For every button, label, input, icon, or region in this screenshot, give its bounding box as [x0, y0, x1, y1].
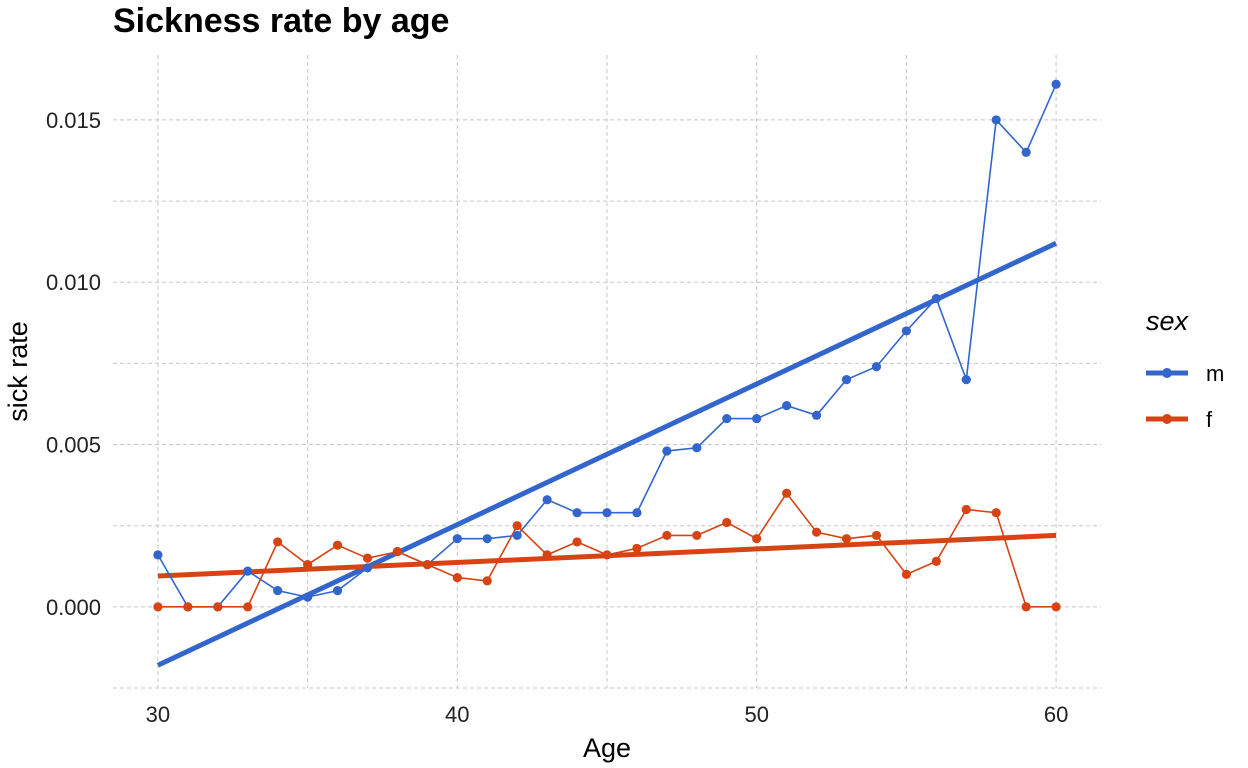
data-point-f — [213, 602, 223, 612]
data-point-m — [512, 530, 522, 541]
y-tick-label: 0.015 — [46, 108, 101, 133]
data-point-f — [422, 560, 432, 570]
data-point-m — [692, 443, 702, 453]
grid — [113, 55, 1101, 689]
data-point-f — [273, 537, 283, 547]
data-point-m — [452, 534, 462, 544]
data-point-m — [901, 326, 911, 336]
data-point-m — [572, 508, 582, 518]
data-point-f — [243, 602, 253, 612]
data-point-f — [512, 521, 522, 531]
data-point-f — [452, 573, 462, 583]
data-point-f — [183, 602, 193, 612]
data-point-f — [632, 543, 642, 554]
legend: sex mf — [1146, 306, 1224, 432]
data-point-f — [602, 550, 612, 560]
x-tick-label: 60 — [1044, 702, 1068, 727]
chart-title: Sickness rate by age — [113, 2, 449, 40]
data-point-f — [662, 530, 672, 541]
data-point-m — [841, 375, 852, 385]
data-point-f — [931, 556, 941, 567]
data-point-f — [752, 534, 762, 544]
data-point-m — [362, 563, 373, 573]
data-point-m — [542, 495, 552, 505]
data-point-m — [303, 592, 313, 602]
legend-key-point-m — [1162, 368, 1172, 378]
data-point-f — [153, 602, 163, 612]
data-point-f — [482, 576, 492, 586]
data-point-f — [1021, 602, 1031, 612]
y-tick-label: 0.005 — [46, 433, 101, 458]
data-point-m — [782, 400, 792, 411]
y-tick-label: 0.000 — [46, 595, 101, 620]
legend-items: mf — [1146, 361, 1224, 432]
data-point-f — [572, 537, 582, 547]
axes: 30 40 50 60 0.000 0.005 0.010 0.015 — [46, 108, 1068, 727]
data-point-m — [752, 413, 762, 424]
data-point-m — [1021, 147, 1031, 157]
data-point-m — [243, 566, 253, 576]
data-point-f — [332, 540, 343, 550]
data-point-f — [991, 508, 1001, 518]
data-point-f — [841, 534, 852, 544]
data-point-f — [782, 488, 792, 498]
x-tick-label: 40 — [445, 702, 469, 727]
data-point-m — [482, 534, 492, 544]
data-point-m — [662, 446, 672, 456]
data-point-m — [811, 410, 822, 420]
data-point-m — [332, 586, 343, 596]
data-point-f — [303, 560, 313, 570]
series-points — [153, 79, 1061, 612]
legend-key-point-f — [1162, 414, 1172, 424]
legend-label-f: f — [1206, 407, 1213, 432]
data-point-m — [632, 508, 642, 518]
data-point-f — [542, 550, 552, 560]
x-axis-title: Age — [583, 733, 631, 763]
data-point-f — [362, 553, 373, 563]
data-point-f — [811, 527, 822, 537]
x-tick-label: 50 — [744, 702, 768, 727]
data-point-f — [722, 517, 732, 528]
x-tick-label: 30 — [146, 702, 170, 727]
data-point-m — [153, 550, 163, 560]
data-point-f — [1051, 602, 1061, 612]
y-axis-title: sick rate — [3, 321, 33, 422]
data-point-m — [602, 508, 612, 518]
data-point-f — [901, 569, 911, 579]
data-point-f — [961, 504, 971, 515]
data-point-f — [692, 530, 702, 541]
legend-label-m: m — [1206, 361, 1224, 386]
data-point-m — [931, 293, 941, 304]
data-point-m — [871, 362, 882, 372]
data-point-m — [991, 115, 1001, 125]
data-point-m — [273, 586, 283, 596]
y-tick-label: 0.010 — [46, 270, 101, 295]
data-point-m — [1051, 79, 1061, 89]
data-point-f — [871, 530, 882, 541]
data-point-f — [392, 547, 403, 557]
legend-title: sex — [1146, 306, 1190, 336]
data-point-m — [722, 413, 732, 424]
data-point-m — [961, 375, 971, 385]
